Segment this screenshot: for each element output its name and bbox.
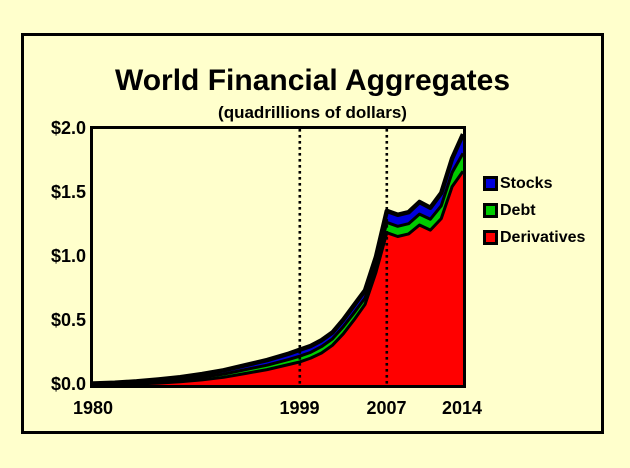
- y-axis-tick-label: $0.0: [50, 374, 86, 395]
- stacked-area-plot: [93, 129, 463, 385]
- legend-label: Debt: [500, 201, 536, 219]
- legend: Stocks Debt Derivatives: [483, 170, 585, 251]
- y-axis-tick-label: $1.0: [50, 246, 86, 267]
- legend-label: Stocks: [500, 174, 553, 192]
- x-axis-tick-label: 1999: [279, 398, 320, 418]
- derivatives-swatch-icon: [483, 230, 498, 245]
- stocks-swatch-icon: [483, 176, 498, 191]
- y-axis-tick-label: $1.5: [50, 182, 86, 203]
- y-axis-tick-label: $2.0: [50, 118, 86, 139]
- x-axis-tick-label: 1980: [72, 398, 114, 418]
- legend-item-debt: Debt: [483, 197, 585, 224]
- chart-subtitle: (quadrillions of dollars): [218, 103, 407, 122]
- x-axis-tick-label: 2014: [441, 398, 483, 418]
- legend-item-stocks: Stocks: [483, 170, 585, 197]
- legend-label: Derivatives: [500, 228, 586, 246]
- chart-title: World Financial Aggregates: [114, 64, 511, 97]
- y-axis-tick-label: $0.5: [50, 310, 86, 331]
- chart-border-box: [21, 33, 604, 434]
- debt-swatch-icon: [483, 203, 498, 218]
- x-axis-tick-label: 2007: [366, 398, 407, 418]
- legend-item-derivatives: Derivatives: [483, 224, 585, 251]
